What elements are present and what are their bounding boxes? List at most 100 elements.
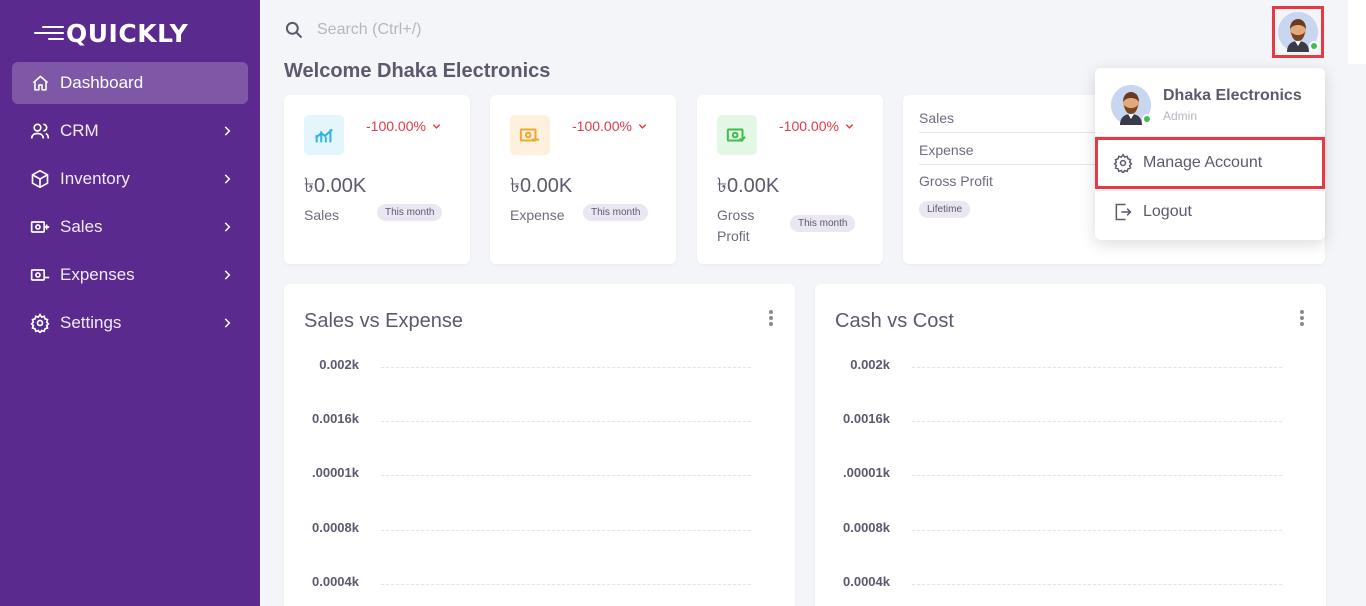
- sidebar-item-label: Expenses: [60, 265, 135, 284]
- summary-row-gross-profit: Gross Profit: [919, 173, 993, 189]
- stat-label: Gross Profit: [717, 207, 755, 244]
- y-tick-label: 0.0004k: [843, 574, 890, 589]
- sidebar: QUICKLY Dashboard CRM Inventory: [0, 0, 260, 606]
- period-badge: This month: [583, 204, 649, 221]
- cash-check-icon: [717, 115, 757, 155]
- gridline: [912, 584, 1282, 585]
- sidebar-nav: Dashboard CRM Inventory Sales: [12, 62, 248, 350]
- y-tick-label: .00001k: [312, 465, 359, 480]
- sidebar-item-crm[interactable]: CRM: [12, 110, 248, 152]
- gridline: [912, 530, 1282, 531]
- period-badge: This month: [377, 204, 443, 221]
- stat-change: -100.00%: [572, 118, 648, 134]
- search-input[interactable]: [317, 21, 577, 39]
- sidebar-item-label: Settings: [60, 313, 122, 332]
- logout-menu-item[interactable]: Logout: [1095, 188, 1325, 236]
- lifetime-badge: Lifetime: [919, 201, 971, 218]
- chevron-right-icon: [224, 174, 231, 184]
- chart-plot: 0.002k 0.0016k .00001k 0.0008k 0.0004k: [284, 344, 795, 606]
- avatar-image: [1278, 12, 1318, 52]
- sidebar-item-inventory[interactable]: Inventory: [12, 158, 248, 200]
- more-options-icon[interactable]: [769, 310, 773, 326]
- menu-item-label: Logout: [1143, 203, 1192, 220]
- gridline: [381, 421, 751, 422]
- stat-value: ৳0.00K: [717, 175, 780, 197]
- chevron-right-icon: [224, 318, 231, 328]
- y-tick-label: 0.0008k: [312, 520, 359, 535]
- y-tick-label: 0.0004k: [312, 574, 359, 589]
- cash-icon: [510, 115, 550, 155]
- chevron-down-icon: [432, 123, 441, 129]
- manage-account-menu-item[interactable]: Manage Account: [1095, 137, 1325, 189]
- chevron-right-icon: [224, 222, 231, 232]
- chart-plot: 0.002k 0.0016k .00001k 0.0008k 0.0004k: [815, 344, 1326, 606]
- stat-value: ৳0.00K: [304, 175, 367, 197]
- gridline: [381, 584, 751, 585]
- y-tick-label: 0.002k: [850, 357, 890, 372]
- gridline: [912, 421, 1282, 422]
- cash-minus-icon: [30, 265, 50, 285]
- sidebar-item-label: Sales: [60, 217, 103, 236]
- chevron-down-icon: [845, 123, 854, 129]
- stat-card-sales: -100.00% ৳0.00K Sales This month: [284, 95, 470, 264]
- y-tick-label: 0.0016k: [312, 411, 359, 426]
- avatar-image: [1111, 85, 1151, 125]
- gear-icon: [1113, 153, 1133, 173]
- logout-icon: [1115, 203, 1132, 221]
- page-title: Welcome Dhaka Electronics: [284, 60, 551, 82]
- user-role: Admin: [1163, 109, 1198, 123]
- y-tick-label: .00001k: [843, 465, 890, 480]
- online-status-dot: [1309, 41, 1319, 51]
- sidebar-item-settings[interactable]: Settings: [12, 302, 248, 344]
- gridline: [381, 530, 751, 531]
- y-tick-label: 0.002k: [319, 357, 359, 372]
- y-tick-label: 0.0008k: [843, 520, 890, 535]
- stat-change: -100.00%: [366, 118, 442, 134]
- user-dropdown-menu: Dhaka Electronics Admin Manage Account L…: [1095, 68, 1325, 240]
- avatar: [1278, 12, 1319, 52]
- topbar-edge: [1348, 0, 1366, 64]
- cash-plus-icon: [30, 217, 50, 237]
- user-avatar-button[interactable]: [1272, 6, 1324, 58]
- chart-icon: [304, 115, 344, 155]
- chevron-down-icon: [638, 123, 647, 129]
- divider: [1095, 136, 1325, 137]
- sidebar-item-expenses[interactable]: Expenses: [12, 254, 248, 296]
- sidebar-item-sales[interactable]: Sales: [12, 206, 248, 248]
- menu-item-label: Manage Account: [1143, 154, 1263, 171]
- search-bar: [284, 20, 577, 40]
- y-tick-label: 0.0016k: [843, 411, 890, 426]
- gear-icon: [30, 313, 50, 333]
- users-icon: [30, 121, 50, 141]
- user-name: Dhaka Electronics: [1163, 87, 1302, 104]
- stat-label: Sales: [304, 207, 340, 223]
- sidebar-item-label: Inventory: [60, 169, 130, 188]
- chevron-right-icon: [224, 270, 231, 280]
- stat-card-expense: -100.00% ৳0.00K Expense This month: [490, 95, 676, 264]
- gridline: [381, 475, 751, 476]
- period-badge: This month: [790, 215, 856, 232]
- stat-change: -100.00%: [779, 118, 855, 134]
- logo-text: QUICKLY: [66, 18, 189, 48]
- gridline: [381, 367, 751, 368]
- logo-speed-lines: [34, 26, 64, 40]
- chart-card-sales-vs-expense: Sales vs Expense 0.002k 0.0016k .00001k …: [284, 284, 795, 606]
- sidebar-item-label: CRM: [60, 121, 99, 140]
- gridline: [912, 475, 1282, 476]
- avatar: [1111, 85, 1152, 125]
- app-logo[interactable]: QUICKLY: [34, 18, 188, 48]
- more-options-icon[interactable]: [1300, 310, 1304, 326]
- sidebar-item-dashboard[interactable]: Dashboard: [12, 62, 248, 104]
- search-icon[interactable]: [284, 20, 304, 40]
- chart-title: Cash vs Cost: [835, 310, 954, 332]
- gridline: [912, 367, 1282, 368]
- stat-label: Expense: [510, 207, 565, 223]
- chart-title: Sales vs Expense: [304, 310, 463, 332]
- sidebar-item-label: Dashboard: [60, 73, 144, 92]
- divider: [1095, 190, 1325, 191]
- stat-card-gross-profit: -100.00% ৳0.00K Gross Profit This month: [697, 95, 883, 264]
- stat-value: ৳0.00K: [510, 175, 573, 197]
- online-status-dot: [1142, 114, 1152, 124]
- home-icon: [30, 73, 50, 93]
- box-icon: [30, 169, 50, 189]
